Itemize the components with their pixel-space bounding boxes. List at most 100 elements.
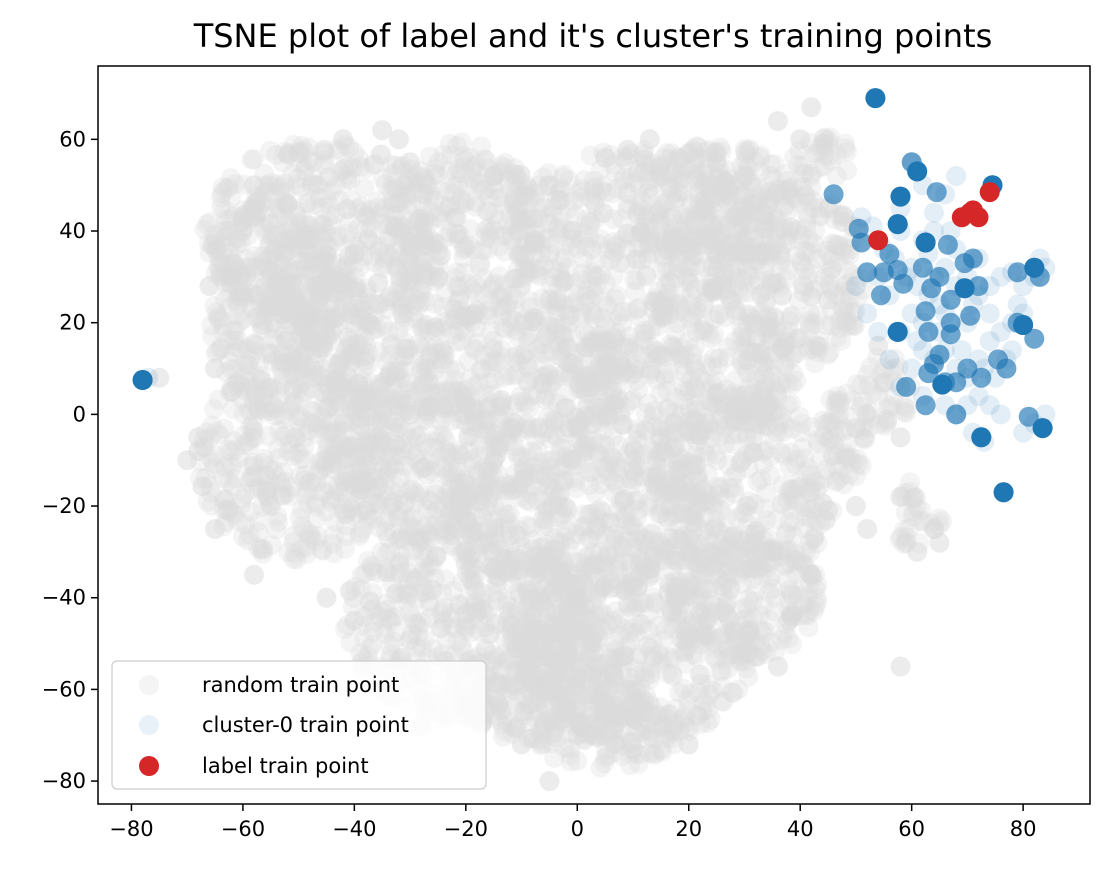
- random-train-point: [328, 314, 349, 335]
- random-train-point: [232, 206, 253, 227]
- random-train-point: [275, 181, 296, 202]
- random-train-point: [302, 228, 323, 249]
- random-train-point: [265, 295, 286, 316]
- random-train-point: [357, 206, 378, 227]
- random-train-point: [289, 358, 310, 378]
- random-train-point: [367, 273, 388, 293]
- random-train-point: [258, 175, 279, 196]
- random-train-point: [294, 343, 315, 364]
- random-train-point: [418, 320, 439, 341]
- random-train-point: [310, 187, 331, 208]
- random-train-point: [394, 345, 415, 366]
- random-train-point: [235, 249, 256, 269]
- random-train-point: [682, 343, 702, 364]
- random-train-point: [620, 478, 641, 498]
- random-train-point: [304, 194, 325, 215]
- random-train-point: [350, 292, 371, 313]
- random-train-point: [312, 276, 332, 297]
- random-train-point: [290, 325, 311, 346]
- random-train-point: [374, 387, 395, 408]
- random-train-point: [219, 177, 239, 198]
- random-train-point: [397, 338, 418, 359]
- random-train-point: [272, 343, 293, 364]
- random-train-point: [361, 218, 382, 239]
- random-train-point: [208, 309, 229, 329]
- random-train-point: [750, 620, 771, 641]
- random-train-point: [289, 259, 310, 280]
- random-train-point: [597, 409, 618, 429]
- random-train-point: [385, 204, 405, 225]
- random-train-point: [296, 358, 317, 379]
- random-train-point: [336, 199, 357, 219]
- random-train-point: [324, 308, 345, 329]
- random-train-point: [265, 273, 286, 294]
- random-train-point: [261, 344, 282, 364]
- random-train-point: [211, 197, 232, 218]
- random-train-point: [322, 264, 342, 285]
- random-train-point: [416, 314, 437, 335]
- random-train-point: [246, 308, 266, 329]
- random-train-point: [690, 713, 711, 734]
- random-train-point: [357, 278, 378, 299]
- random-train-point: [385, 217, 406, 237]
- random-train-point: [382, 154, 403, 175]
- chart-title: TSNE plot of label and it's cluster's tr…: [193, 17, 993, 55]
- random-train-point: [311, 274, 332, 295]
- random-train-point: [415, 234, 436, 255]
- random-train-point: [321, 306, 342, 327]
- random-train-point: [393, 175, 414, 196]
- random-train-point: [350, 156, 371, 177]
- random-train-point: [355, 158, 376, 179]
- random-train-point: [358, 306, 379, 326]
- random-train-point: [475, 220, 496, 241]
- random-train-point: [356, 335, 377, 356]
- random-train-point: [323, 269, 344, 290]
- random-train-point: [242, 283, 263, 304]
- random-train-point: [332, 302, 352, 323]
- random-train-point: [204, 295, 225, 316]
- random-train-point: [221, 187, 241, 208]
- random-train-point: [276, 300, 297, 321]
- random-train-point: [454, 469, 475, 490]
- random-train-point: [691, 603, 712, 624]
- random-train-point: [265, 332, 286, 353]
- random-train-point: [777, 268, 798, 289]
- random-train-point: [312, 226, 332, 247]
- random-train-point: [280, 229, 301, 250]
- random-train-point: [406, 263, 426, 284]
- random-train-point: [331, 273, 352, 294]
- random-train-point: [398, 270, 419, 291]
- random-train-point: [285, 235, 305, 256]
- random-train-point: [384, 218, 405, 238]
- random-train-point: [355, 316, 376, 336]
- random-train-point: [321, 281, 342, 302]
- random-train-point: [249, 284, 269, 305]
- random-train-point: [241, 149, 262, 170]
- random-train-point: [366, 386, 387, 407]
- random-train-point: [258, 248, 279, 269]
- random-train-point: [264, 197, 285, 218]
- random-train-point: [565, 205, 586, 226]
- random-train-point: [340, 343, 361, 364]
- random-train-point: [505, 289, 526, 310]
- random-train-point: [400, 267, 421, 288]
- random-train-point: [727, 508, 748, 529]
- random-train-point: [236, 266, 257, 287]
- random-train-point: [259, 298, 280, 319]
- random-train-point: [356, 218, 376, 239]
- random-train-point: [767, 320, 788, 341]
- random-train-point: [218, 297, 239, 318]
- random-train-point: [321, 331, 342, 352]
- random-train-point: [470, 252, 491, 273]
- random-train-point: [362, 246, 382, 267]
- random-train-point: [367, 318, 388, 339]
- random-train-point: [540, 469, 561, 490]
- random-train-point: [431, 202, 452, 223]
- random-train-point: [411, 237, 432, 258]
- random-train-point: [413, 229, 434, 250]
- random-train-point: [288, 344, 309, 365]
- random-train-point: [234, 288, 255, 309]
- random-train-point: [261, 213, 282, 234]
- random-train-point: [316, 187, 336, 208]
